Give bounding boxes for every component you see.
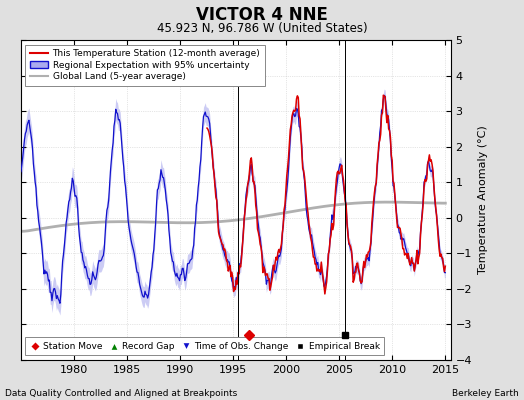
Text: Data Quality Controlled and Aligned at Breakpoints: Data Quality Controlled and Aligned at B… <box>5 389 237 398</box>
Legend: Station Move, Record Gap, Time of Obs. Change, Empirical Break: Station Move, Record Gap, Time of Obs. C… <box>26 338 384 356</box>
Text: 45.923 N, 96.786 W (United States): 45.923 N, 96.786 W (United States) <box>157 22 367 35</box>
Text: Berkeley Earth: Berkeley Earth <box>452 389 519 398</box>
Y-axis label: Temperature Anomaly (°C): Temperature Anomaly (°C) <box>477 126 487 274</box>
Text: VICTOR 4 NNE: VICTOR 4 NNE <box>196 6 328 24</box>
